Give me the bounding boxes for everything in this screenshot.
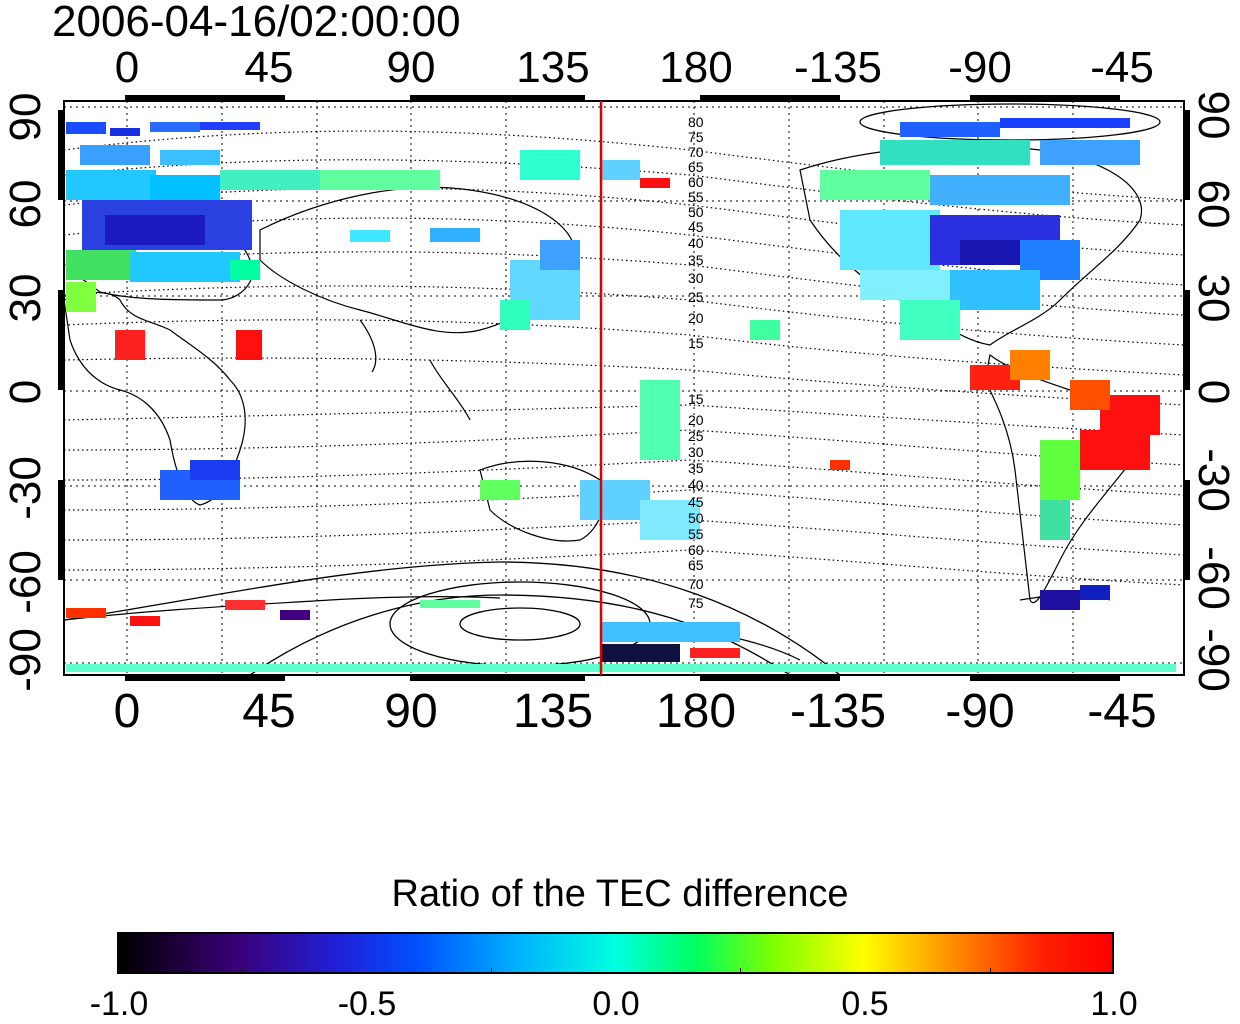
contour-label: 80 xyxy=(688,114,704,130)
left-lat-label: 0 xyxy=(1,379,50,405)
contour-label: 35 xyxy=(688,252,704,268)
contour-label: 30 xyxy=(688,270,704,286)
bottom-lon-label: -135 xyxy=(789,685,887,738)
top-lon-label: 90 xyxy=(386,43,436,92)
right-lat-label: 90 xyxy=(1189,90,1238,140)
map-title: 2006-04-16/02:00:00 xyxy=(52,0,461,46)
contour-label: 70 xyxy=(688,576,704,592)
right-lat-label: 60 xyxy=(1189,179,1238,229)
contour-label: 40 xyxy=(688,235,704,251)
tec-map: 8075706560555045403530252015152025303540… xyxy=(58,95,1190,681)
contour-label: 50 xyxy=(688,510,704,526)
contour-label: 20 xyxy=(688,412,704,428)
contour-labels: 8075706560555045403530252015152025303540… xyxy=(688,114,704,611)
top-lon-label: 45 xyxy=(244,43,294,92)
bottom-lon-label: 135 xyxy=(512,685,594,738)
colorbar-title: Ratio of the TEC difference xyxy=(391,873,849,915)
bottom-lon-label: 45 xyxy=(242,685,296,738)
contour-label: 55 xyxy=(688,189,704,205)
contour-label: 55 xyxy=(688,526,704,542)
contour-label: 15 xyxy=(688,391,704,407)
top-lon-label: -135 xyxy=(793,43,883,92)
tec-data-cells xyxy=(66,118,1176,672)
contour-label: 75 xyxy=(688,129,704,145)
bottom-lon-label: 90 xyxy=(384,685,438,738)
contour-label: 25 xyxy=(688,428,704,444)
bottom-lon-label: 0 xyxy=(113,685,141,738)
contour-label: 60 xyxy=(688,174,704,190)
contour-label: 20 xyxy=(688,310,704,326)
contour-label: 70 xyxy=(688,144,704,160)
right-lat-label: -30 xyxy=(1189,448,1238,512)
top-lon-label: -90 xyxy=(948,43,1012,92)
top-lon-label: 180 xyxy=(659,43,733,92)
contour-label: 60 xyxy=(688,542,704,558)
left-lat-label: -30 xyxy=(1,456,50,520)
right-lat-label: -60 xyxy=(1189,546,1238,610)
bottom-lon-label: 180 xyxy=(655,685,737,738)
top-lon-label: 135 xyxy=(516,43,590,92)
colorbar-tick-label: 1.0 xyxy=(1090,985,1138,1023)
colorbar-tick-label: 0.5 xyxy=(841,985,889,1023)
contour-label: 45 xyxy=(688,494,704,510)
contour-label: 45 xyxy=(688,219,704,235)
colorbar-tick-label: -1.0 xyxy=(89,985,149,1023)
colorbar-tick-label: -0.5 xyxy=(337,985,397,1023)
colorbar-tick-label: 0.0 xyxy=(592,985,640,1023)
left-lat-label: -90 xyxy=(1,628,50,692)
right-lat-label: -90 xyxy=(1189,628,1238,692)
left-lat-label: 60 xyxy=(1,179,50,229)
right-lat-label: 0 xyxy=(1189,379,1238,405)
colorbar xyxy=(117,932,1114,974)
frame-bars xyxy=(58,95,1190,681)
bottom-lon-label: -45 xyxy=(1087,685,1157,738)
left-lat-label: 30 xyxy=(1,273,50,323)
contour-label: 40 xyxy=(688,477,704,493)
left-lat-label: 90 xyxy=(1,92,50,142)
left-lat-label: -60 xyxy=(1,550,50,614)
top-lon-label: -45 xyxy=(1090,43,1154,92)
contour-label: 15 xyxy=(688,335,704,351)
contour-label: 30 xyxy=(688,444,704,460)
right-lat-label: 30 xyxy=(1189,273,1238,323)
contour-label: 35 xyxy=(688,460,704,476)
bottom-lon-label: -90 xyxy=(945,685,1015,738)
contour-label: 65 xyxy=(688,557,704,573)
contour-label: 75 xyxy=(688,595,704,611)
contour-label: 65 xyxy=(688,159,704,175)
contour-label: 50 xyxy=(688,204,704,220)
top-lon-label: 0 xyxy=(114,43,140,92)
contour-label: 25 xyxy=(688,289,704,305)
